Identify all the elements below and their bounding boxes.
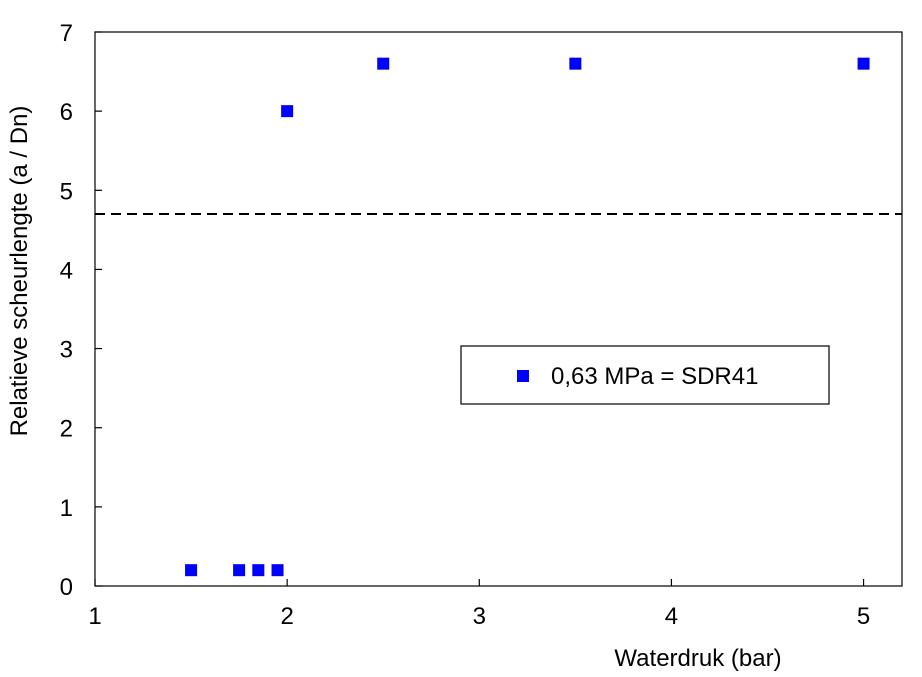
x-tick-label: 4 <box>665 603 678 630</box>
y-tick-label: 0 <box>60 574 73 601</box>
data-point <box>185 564 198 577</box>
y-tick-label: 3 <box>60 337 73 364</box>
legend-marker <box>517 370 529 382</box>
data-point <box>569 57 582 70</box>
x-tick-label: 2 <box>280 603 293 630</box>
y-tick-label: 2 <box>60 416 73 443</box>
y-axis-title: Relatieve scheurlengte (a / Dn) <box>6 106 33 437</box>
data-point <box>233 564 246 577</box>
legend-label: 0,63 MPa = SDR41 <box>551 363 758 390</box>
x-tick-label: 3 <box>473 603 486 630</box>
y-tick-label: 7 <box>60 20 73 47</box>
data-point <box>252 564 265 577</box>
data-point <box>857 57 870 70</box>
legend: 0,63 MPa = SDR41 <box>460 345 830 405</box>
y-tick-label: 4 <box>60 257 73 284</box>
y-tick-label: 6 <box>60 99 73 126</box>
data-point <box>271 564 284 577</box>
data-point <box>377 57 390 70</box>
x-axis-title: Waterdruk (bar) <box>614 645 781 672</box>
x-tick-label: 5 <box>857 603 870 630</box>
plot-area <box>94 31 903 587</box>
plot-frame <box>94 31 903 587</box>
y-tick-label: 1 <box>60 495 73 522</box>
y-tick-label: 5 <box>60 178 73 205</box>
x-tick-label: 1 <box>88 603 101 630</box>
data-points <box>185 57 870 577</box>
data-point <box>281 105 294 118</box>
